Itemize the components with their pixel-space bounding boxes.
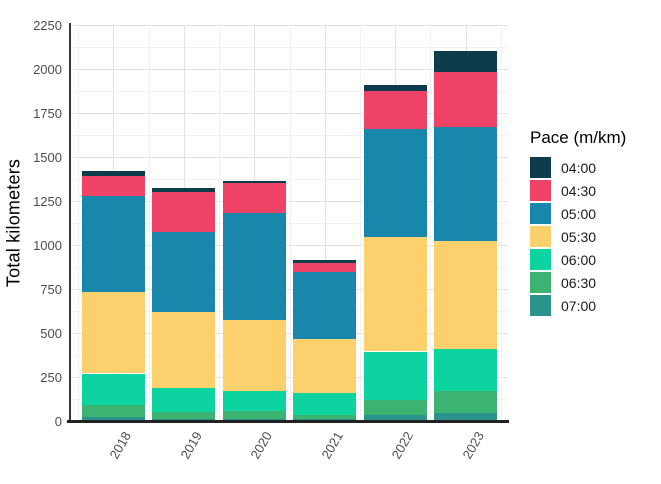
gridline (78, 25, 80, 421)
legend-items: 04:00 04:30 05:00 05:30 06:00 06:30 07:00 (530, 157, 626, 316)
legend-item: 05:30 (530, 226, 626, 247)
x-tick-label: 2018 (106, 429, 135, 462)
bar-segment (81, 176, 145, 196)
legend-label: 04:30 (561, 182, 597, 199)
legend-item: 06:00 (530, 249, 626, 270)
y-tick-label: 250 (40, 370, 62, 385)
bar-segment (363, 351, 427, 400)
bar-segment (293, 339, 357, 393)
bar-segment (363, 399, 427, 415)
bar-segment (433, 391, 498, 414)
legend-swatch (530, 180, 551, 201)
bar-segment (363, 128, 427, 238)
legend-label: 06:00 (561, 251, 597, 268)
legend-swatch (530, 203, 551, 224)
bar-segment (222, 391, 286, 412)
bar-segment (152, 187, 216, 193)
bar-segment (222, 183, 286, 214)
bar-segment (293, 414, 357, 420)
bar-segment (363, 91, 427, 129)
bar-segment (81, 373, 145, 406)
bar-segment (81, 291, 145, 374)
legend-item: 04:00 (530, 157, 626, 178)
gridline (148, 25, 150, 421)
x-tick-label: 2023 (459, 429, 487, 462)
legend: Pace (m/km) 04:00 04:30 05:00 05:30 06:00 06:… (530, 128, 626, 318)
y-tick-label: 1250 (33, 194, 62, 209)
bar-segment (222, 411, 286, 420)
gridline (324, 25, 326, 421)
y-tick-label: 750 (40, 282, 62, 297)
bar-segment (81, 417, 145, 421)
y-tick-label: 1500 (33, 150, 62, 165)
legend-item: 07:00 (530, 295, 626, 316)
bar-segment (222, 180, 286, 184)
gridline (500, 25, 502, 421)
bar-segment (433, 413, 498, 421)
x-axis-line (67, 420, 509, 423)
bar-segment (363, 237, 427, 352)
y-tick-label: 2000 (33, 62, 62, 77)
legend-swatch (530, 157, 551, 178)
bar-segment (152, 311, 216, 389)
bar-segment (433, 348, 498, 392)
bar-segment (81, 195, 145, 292)
legend-swatch (530, 272, 551, 293)
bar-segment (433, 51, 498, 72)
y-tick-label: 1750 (33, 106, 62, 121)
plot-panel (71, 25, 508, 421)
legend-item: 06:30 (530, 272, 626, 293)
bar-segment (81, 171, 145, 177)
bar-segment (152, 388, 216, 413)
bar-segment (293, 262, 357, 273)
y-tick-label: 0 (54, 414, 62, 429)
bar-segment (152, 231, 216, 312)
x-tick-label: 2021 (318, 429, 346, 462)
legend-item: 05:00 (530, 203, 626, 224)
legend-item: 04:30 (530, 180, 626, 201)
bar-segment (222, 213, 286, 320)
gridline (219, 25, 221, 421)
bar-segment (433, 71, 498, 128)
legend-swatch (530, 249, 551, 270)
gridline (289, 25, 291, 421)
legend-swatch (530, 226, 551, 247)
y-tick-label: 500 (40, 326, 62, 341)
bar-segment (433, 127, 498, 242)
legend-label: 07:00 (561, 297, 597, 314)
legend-label: 05:00 (561, 205, 597, 222)
y-axis-line (69, 23, 71, 423)
bar-segment (81, 405, 145, 418)
bar-segment (363, 414, 427, 421)
y-tick-label: 2250 (33, 18, 62, 33)
bar-segment (222, 319, 286, 392)
x-tick-label: 2020 (247, 429, 276, 462)
bar-segment (152, 192, 216, 232)
bar-segment (152, 412, 216, 420)
legend-title: Pace (m/km) (530, 128, 627, 147)
gridline (430, 25, 432, 421)
legend-label: 05:30 (561, 228, 597, 245)
legend-label: 04:00 (561, 159, 597, 176)
bar-segment (433, 241, 498, 349)
gridline (359, 25, 361, 421)
legend-swatch (530, 295, 551, 316)
bar-segment (293, 259, 357, 263)
bar-segment (293, 272, 357, 340)
y-axis-title: Total kilometers (3, 158, 24, 288)
y-tick-label: 1000 (33, 238, 62, 253)
bar-segment (363, 84, 427, 91)
bar-segment (293, 392, 357, 415)
x-tick-label: 2022 (388, 429, 417, 462)
legend-label: 06:30 (561, 274, 597, 291)
x-tick-label: 2019 (177, 429, 205, 462)
